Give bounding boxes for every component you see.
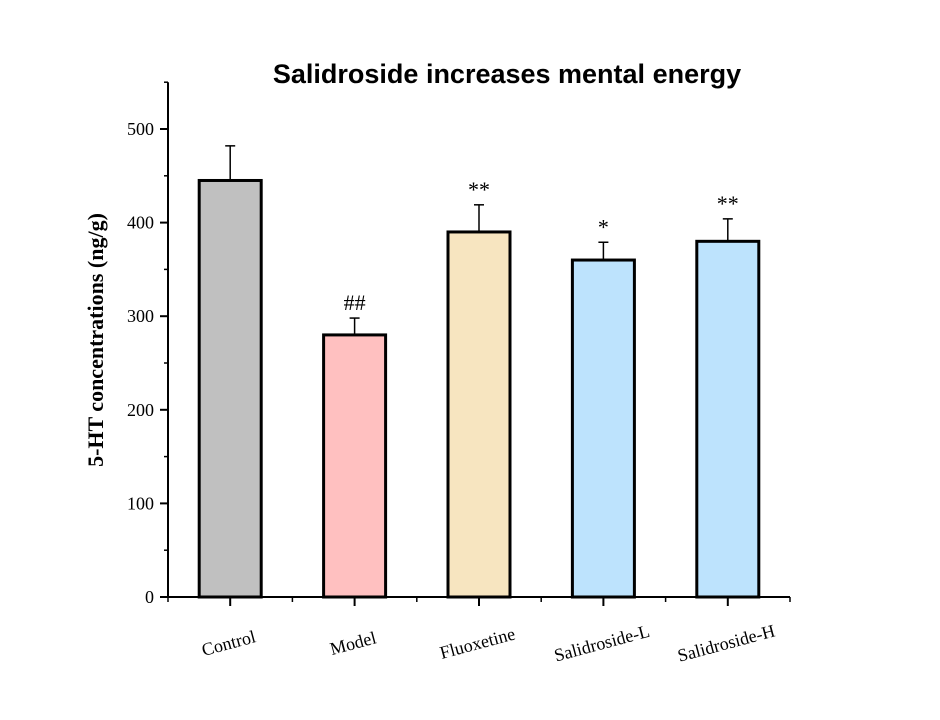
y-tick-label: 0 bbox=[145, 587, 154, 607]
x-tick-label: Fluoxetine bbox=[438, 624, 518, 663]
significance-label: ## bbox=[344, 290, 366, 315]
significance-label: ** bbox=[717, 191, 739, 216]
significance-label: * bbox=[598, 214, 609, 239]
y-tick-label: 100 bbox=[127, 493, 154, 513]
chart-title: Salidroside increases mental energy bbox=[273, 59, 741, 89]
y-tick-label: 200 bbox=[127, 400, 154, 420]
y-tick-label: 400 bbox=[127, 213, 154, 233]
x-tick-label: Model bbox=[328, 627, 379, 658]
x-tick-label: Salidroside-H bbox=[675, 621, 777, 666]
bar-fluoxetine bbox=[446, 230, 512, 599]
significance-label: ** bbox=[468, 177, 490, 202]
bar-salidroside-h bbox=[695, 239, 761, 599]
x-tick-label: Control bbox=[199, 626, 257, 660]
y-tick-label: 500 bbox=[127, 119, 154, 139]
y-axis-label: 5-HT concentrations (ng/g) bbox=[83, 213, 108, 467]
x-tick-label: Salidroside-L bbox=[552, 621, 652, 666]
bar-salidroside-l bbox=[570, 258, 636, 599]
bar-model bbox=[322, 333, 388, 599]
bar-control bbox=[197, 178, 263, 599]
y-tick-label: 300 bbox=[127, 306, 154, 326]
